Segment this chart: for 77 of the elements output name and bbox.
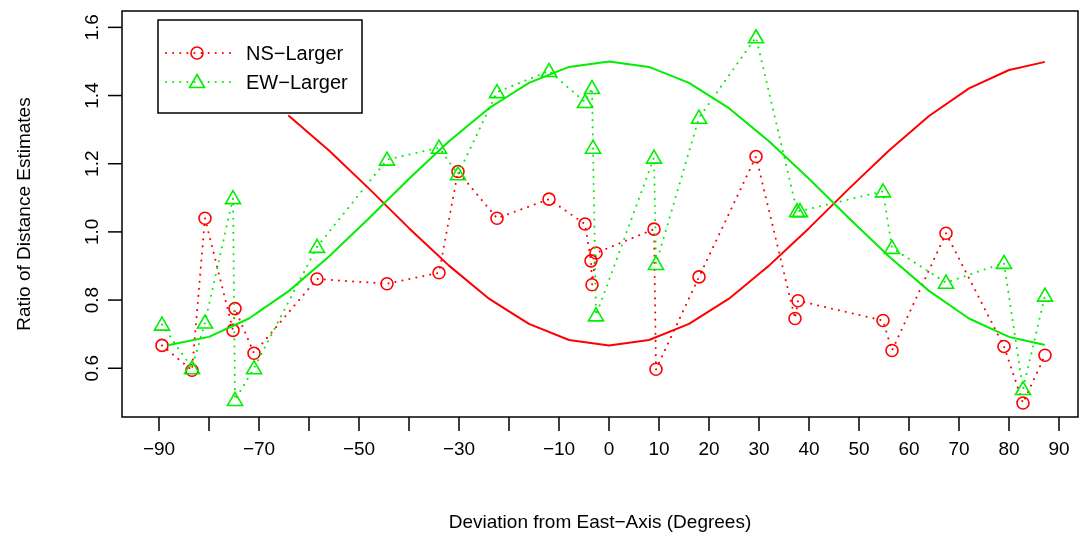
point: [380, 276, 394, 291]
legend-label: NS−Larger: [246, 42, 344, 64]
x-tick-label: −50: [342, 438, 376, 459]
x-tick-label: 0: [603, 438, 615, 459]
point: [647, 222, 661, 236]
point: [490, 211, 504, 226]
point: [308, 238, 326, 254]
point: [589, 246, 603, 260]
point: [645, 149, 663, 164]
point: [228, 301, 242, 316]
x-tick-label: 30: [748, 438, 770, 459]
point: [584, 254, 598, 268]
x-tick-label: −70: [242, 438, 276, 459]
x-tick-label: −30: [442, 438, 476, 459]
point: [432, 266, 446, 280]
point: [647, 255, 665, 271]
x-tick-label: 10: [648, 438, 670, 459]
point: [488, 83, 506, 99]
y-tick-label: 1.0: [81, 218, 102, 246]
point: [692, 270, 706, 284]
point: [226, 323, 240, 338]
point: [247, 346, 261, 361]
x-tick-label: 50: [848, 438, 870, 459]
point: [245, 359, 263, 375]
point: [196, 314, 214, 329]
y-tick-label: 1.2: [81, 150, 102, 177]
point: [937, 274, 955, 289]
point: [224, 189, 242, 205]
point: [587, 307, 605, 322]
point: [540, 62, 558, 78]
point: [690, 109, 708, 124]
point: [578, 217, 592, 231]
point: [874, 183, 892, 198]
x-tick-label: 80: [998, 438, 1020, 459]
x-tick-label: −90: [142, 438, 176, 459]
point: [885, 343, 899, 358]
point: [1038, 348, 1052, 363]
point: [183, 359, 201, 375]
point: [791, 293, 805, 308]
point: [1016, 396, 1030, 410]
point: [576, 93, 594, 109]
x-tick-label: 90: [1048, 438, 1070, 459]
y-axis-title: Ratio of Distance Estimates: [13, 97, 34, 331]
x-tick-label: 40: [798, 438, 820, 459]
y-tick-label: 1.6: [81, 14, 102, 41]
point: [198, 211, 212, 226]
point: [749, 149, 763, 164]
point: [1014, 380, 1032, 396]
point: [995, 254, 1013, 270]
x-tick-label: 60: [898, 438, 920, 459]
point: [185, 363, 199, 378]
point: [378, 151, 396, 166]
y-tick-label: 0.6: [81, 355, 102, 382]
point: [583, 79, 601, 95]
point: [153, 316, 171, 331]
point: [883, 239, 901, 255]
legend-label: EW−Larger: [246, 71, 349, 93]
x-tick-label: −10: [542, 438, 576, 459]
point: [155, 338, 169, 353]
point: [310, 272, 324, 286]
point: [997, 339, 1011, 354]
point: [649, 362, 663, 377]
point: [747, 28, 765, 44]
x-tick-label: 20: [698, 438, 720, 459]
point: [876, 313, 890, 328]
x-tick-label: 70: [948, 438, 970, 459]
y-tick-label: 0.8: [81, 286, 102, 314]
y-tick-label: 1.4: [81, 81, 102, 109]
point: [788, 311, 802, 326]
point: [542, 192, 556, 206]
point: [1036, 287, 1054, 302]
point: [584, 139, 602, 154]
x-axis-title: Deviation from East−Axis (Degrees): [448, 511, 752, 532]
point: [226, 391, 244, 407]
point: [939, 226, 953, 241]
point: [430, 139, 448, 154]
point: [585, 277, 599, 292]
